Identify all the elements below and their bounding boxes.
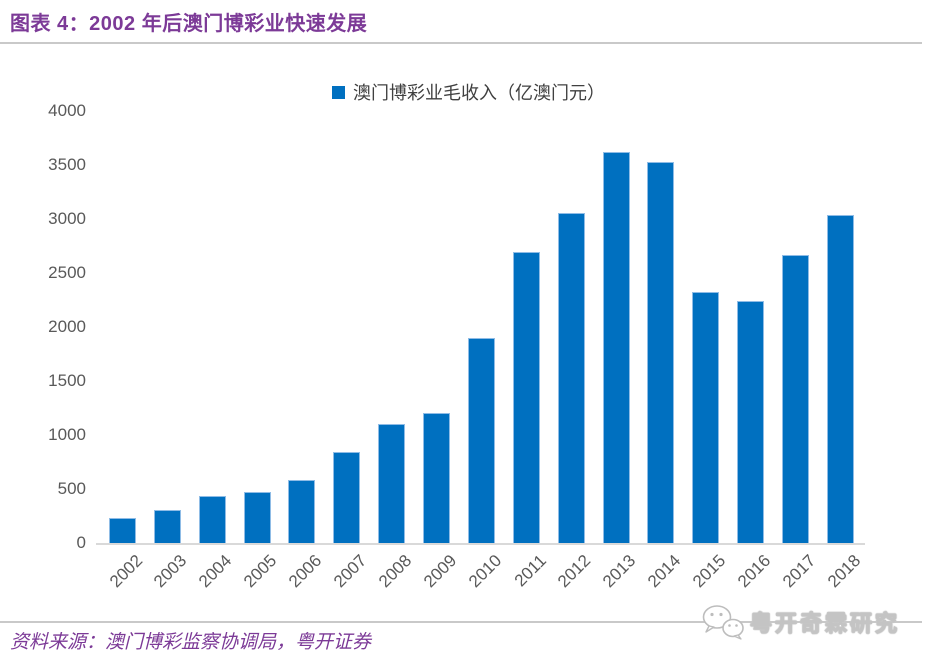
x-tick-label: 2005 <box>240 551 281 592</box>
bar-slot-2005: 2005 <box>235 111 280 591</box>
brand-watermark: 粤开奇霖研究 <box>700 601 930 643</box>
chart-legend: 澳门博彩业毛收入（亿澳门元） <box>0 79 937 105</box>
bar-2007 <box>333 452 361 543</box>
bar-2005 <box>243 491 271 543</box>
bar-2013 <box>602 152 630 543</box>
y-tick-label: 1000 <box>48 425 86 444</box>
y-tick-label: 0 <box>76 533 86 552</box>
x-tick-label: 2007 <box>330 551 371 592</box>
bar-2008 <box>378 424 406 543</box>
bar-2018 <box>826 214 854 543</box>
bar-slot-2010: 2010 <box>459 111 505 591</box>
y-tick-label: 2000 <box>48 317 86 336</box>
bar-2015 <box>692 292 720 543</box>
wechat-chat-bubbles-icon <box>702 605 744 640</box>
bar-slot-2007: 2007 <box>324 111 370 591</box>
x-tick-label: 2002 <box>105 551 146 592</box>
x-tick-label: 2017 <box>778 551 819 592</box>
y-tick-label: 500 <box>57 479 86 498</box>
watermark-text: 粤开奇霖研究 <box>749 611 901 637</box>
bar-slot-2013: 2013 <box>594 111 639 591</box>
bar-2009 <box>423 412 451 543</box>
bar-slot-2006: 2006 <box>280 111 325 591</box>
bar-2014 <box>647 162 675 543</box>
x-tick-label: 2009 <box>419 551 460 592</box>
legend-label: 澳门博彩业毛收入（亿澳门元） <box>353 83 605 103</box>
bar-2012 <box>557 213 585 543</box>
x-tick-label: 2015 <box>689 551 730 592</box>
bar-slot-2009: 2009 <box>414 111 460 591</box>
bar-slot-2016: 2016 <box>728 111 774 591</box>
x-tick-label: 2012 <box>554 551 595 592</box>
x-tick-label: 2004 <box>195 551 236 592</box>
x-tick-label: 2008 <box>374 551 416 592</box>
bar-2002 <box>108 517 136 543</box>
x-tick-label: 2010 <box>464 551 505 592</box>
title-divider <box>0 42 922 44</box>
x-axis-line <box>96 543 865 545</box>
bar-slot-2014: 2014 <box>639 111 684 591</box>
bar-2010 <box>467 337 495 543</box>
bar-slot-2008: 2008 <box>369 111 415 591</box>
y-tick-label: 2500 <box>48 263 86 282</box>
bar-slot-2002: 2002 <box>100 111 146 591</box>
x-tick-label: 2006 <box>285 551 326 592</box>
footer-divider <box>0 621 922 623</box>
bar-slot-2003: 2003 <box>145 111 191 591</box>
bar-slot-2018: 2018 <box>818 111 864 591</box>
bar-2006 <box>288 480 316 543</box>
x-tick-label: 2011 <box>510 551 550 591</box>
bars-container: 2002 2003 2004 2005 2006 2007 2008 2009 2010 2011… <box>100 111 864 591</box>
bar-slot-2004: 2004 <box>190 111 236 591</box>
bar-slot-2017: 2017 <box>773 111 819 591</box>
y-tick-label: 3000 <box>48 209 86 228</box>
figure-title: 图表 4：2002 年后澳门博彩业快速发展 <box>10 13 368 35</box>
bar-2017 <box>782 254 810 543</box>
bar-2004 <box>198 496 226 543</box>
y-tick-label: 1500 <box>48 371 86 390</box>
x-tick-label: 2016 <box>733 551 775 592</box>
bar-2011 <box>512 252 540 543</box>
x-tick-label: 2013 <box>599 551 640 592</box>
x-tick-label: 2014 <box>644 551 685 592</box>
legend-swatch <box>332 85 345 99</box>
y-tick-label: 3500 <box>48 155 86 174</box>
bar-slot-2011: 2011 <box>504 111 550 590</box>
bar-2016 <box>737 300 765 543</box>
bar-chart-plot-area: 0 500 1000 1500 2000 2500 3000 3500 4000 2002 200… <box>48 101 865 591</box>
source-note: 资料来源：澳门博彩监察协调局，粤开证券 <box>10 632 372 653</box>
x-tick-label: 2018 <box>823 551 864 592</box>
bar-slot-2012: 2012 <box>549 111 595 591</box>
bar-slot-2015: 2015 <box>683 111 729 591</box>
x-tick-label: 2003 <box>150 551 191 592</box>
bar-2003 <box>153 509 181 543</box>
y-tick-label: 4000 <box>48 101 86 120</box>
